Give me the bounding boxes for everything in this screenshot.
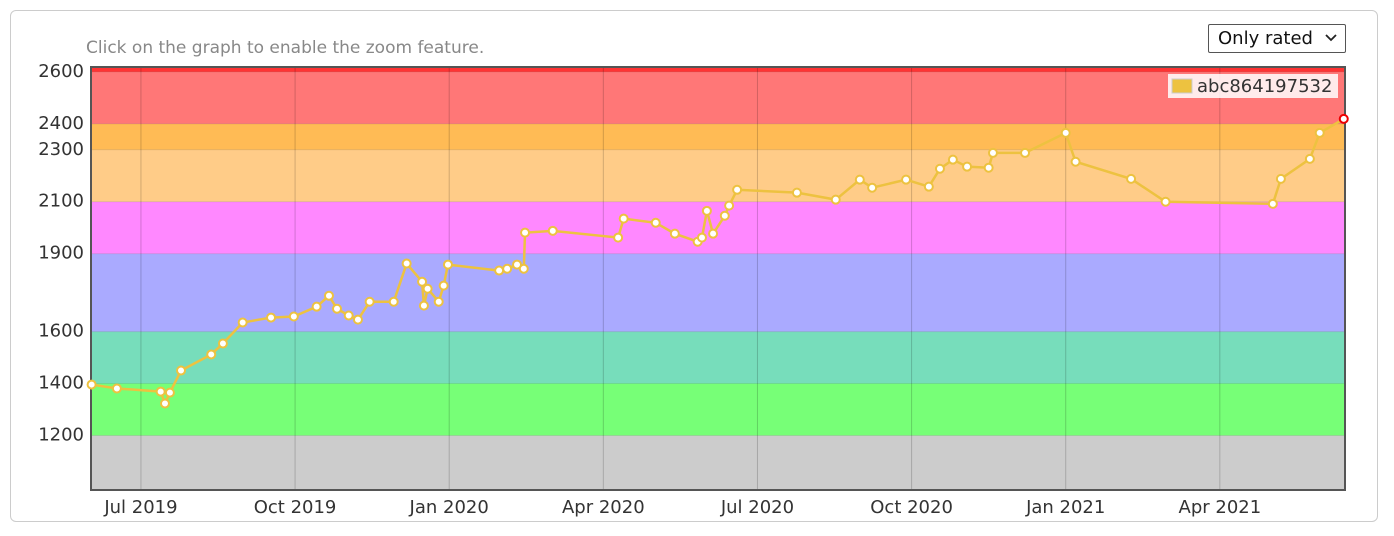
rating-point [696,232,707,243]
rating-point [494,265,505,276]
y-tick-label: 1400 [38,373,84,394]
rating-point [708,228,719,239]
x-tick-label: Apr 2020 [562,497,645,518]
rating-point [1267,198,1278,209]
rating-point [1304,153,1315,164]
rating-point [962,161,973,172]
rating-point [830,194,841,205]
x-tick-label: Jan 2020 [409,497,489,518]
rating-point [433,296,444,307]
legend: abc864197532 [1168,74,1338,98]
rating-point [323,290,334,301]
y-tick-label: 1600 [38,321,84,342]
y-tick-label: 1900 [38,243,84,264]
rating-point [983,162,994,173]
rating-point [438,280,449,291]
rating-point [1275,173,1286,184]
rating-point [422,283,433,294]
rating-point [512,259,523,270]
legend-label: abc864197532 [1197,76,1332,97]
rating-point [1060,127,1071,138]
y-tick-label: 1200 [38,424,84,445]
rating-point [343,310,354,321]
rating-point [618,213,629,224]
rating-point [164,387,175,398]
rating-point [176,365,187,376]
rating-point [401,258,412,269]
rating-point [701,205,712,216]
rating-point [111,383,122,394]
rating-point [502,263,513,274]
rating-point [669,228,680,239]
rating-point [719,210,730,221]
rating-point [364,296,375,307]
rating-band [91,123,1345,150]
rating-filter-select[interactable]: Only rated [1208,24,1346,53]
rating-point [311,301,322,312]
rating-band [91,68,1345,72]
rating-point [217,338,228,349]
x-tick-label: Apr 2021 [1179,497,1262,518]
rating-point [613,232,624,243]
rating-point [266,312,277,323]
rating-band [91,149,1345,202]
rating-point [442,259,453,270]
rating-point [1314,127,1325,138]
chevron [1325,34,1337,42]
rating-point [206,349,217,360]
x-tick-label: Jan 2021 [1025,497,1105,518]
rating-band [91,383,1345,436]
y-tick-label: 2400 [38,113,84,134]
x-tick-label: Oct 2020 [870,497,953,518]
rating-point [520,227,531,238]
rating-point [1020,147,1031,158]
rating-point [1160,196,1171,207]
rating-point [288,311,299,322]
rating-point [547,225,558,236]
legend-swatch [1171,78,1193,94]
rating-point [867,182,878,193]
rating-point [923,181,934,192]
y-tick-label: 2600 [38,61,84,82]
rating-point [331,303,342,314]
x-tick-label: Jul 2020 [720,497,794,518]
rating-point [417,276,428,287]
select-value: Only rated [1218,28,1313,49]
rating-point [791,187,802,198]
zoom-hint: Click on the graph to enable the zoom fe… [86,38,485,58]
rating-point [1070,156,1081,167]
x-tick-label: Oct 2019 [254,497,337,518]
plot-border [90,66,1346,491]
rating-point [352,314,363,325]
rating-point [650,217,661,228]
rating-point [732,184,743,195]
rating-point [901,174,912,185]
rating-point [724,200,735,211]
x-tick-label: Jul 2019 [103,497,177,518]
legend-box [1168,74,1338,98]
y-tick-label: 2100 [38,191,84,212]
rating-band [91,253,1345,332]
rating-band [91,71,1345,124]
frame [10,10,1378,522]
rating-point [1126,173,1137,184]
rating-point [237,317,248,328]
rating-band [91,331,1345,384]
rating-point [518,263,529,274]
rating-point [934,163,945,174]
rating-point [1338,113,1349,124]
rating-point [987,147,998,158]
rating-point [155,386,166,397]
rating-point [388,296,399,307]
rating-point [86,379,97,390]
rating-point [418,300,429,311]
y-tick-label: 2300 [38,139,84,160]
rating-point [854,174,865,185]
rating-point [159,398,170,409]
rating-point [947,154,958,165]
